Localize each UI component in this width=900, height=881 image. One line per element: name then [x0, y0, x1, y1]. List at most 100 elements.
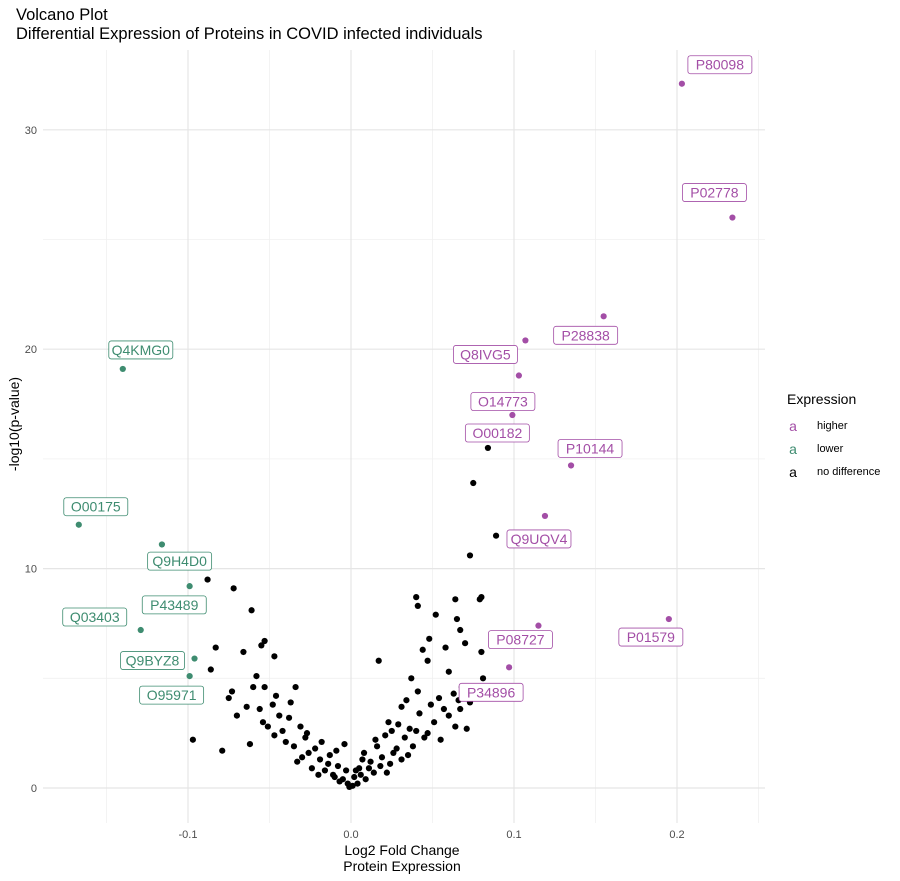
data-point [445, 712, 452, 719]
data-point [424, 657, 431, 664]
data-point [406, 725, 413, 732]
data-point [285, 714, 293, 721]
data-point [375, 657, 382, 664]
point-label-box [557, 439, 623, 458]
point-label-box [464, 423, 530, 443]
data-point [414, 688, 421, 695]
data-point [729, 214, 736, 221]
data-point [435, 694, 443, 702]
point-label-box [488, 630, 553, 650]
point-label-box [120, 651, 185, 670]
chart-subtitle: Differential Expression of Proteins in C… [16, 25, 483, 43]
point-label-box [687, 55, 753, 75]
data-point [479, 675, 487, 682]
data-point [401, 734, 408, 741]
data-point [272, 692, 280, 699]
point-label: P10144 [566, 440, 614, 456]
legend-label-higher: higher [817, 420, 848, 432]
data-point [600, 313, 607, 320]
data-point [416, 710, 423, 717]
point-label: Q9BYZ8 [126, 653, 180, 669]
point-label: P01579 [627, 629, 675, 645]
y-axis-ticks: 0 10 20 30 [25, 125, 37, 795]
data-point [279, 727, 286, 735]
data-point [318, 738, 325, 746]
point-label: Q03403 [70, 609, 120, 625]
data-point [261, 637, 268, 645]
data-point [440, 705, 448, 713]
data-point [387, 760, 394, 767]
data-point [225, 694, 232, 702]
y-axis-title: -log10(p-value) [6, 377, 22, 471]
point-label-box [108, 340, 174, 360]
data-point [333, 747, 340, 754]
data-point [325, 760, 332, 767]
point-label-box [147, 551, 213, 571]
point-label: Q4KMG0 [112, 342, 171, 358]
data-point [334, 762, 342, 770]
data-point [158, 541, 166, 548]
data-point [290, 743, 298, 750]
data-point [506, 664, 513, 671]
point-label: O14773 [478, 394, 528, 410]
data-point [248, 607, 255, 614]
data-point [256, 705, 263, 713]
data-point [470, 479, 477, 487]
data-point [365, 765, 373, 772]
data-point [678, 80, 685, 87]
point-label: O00175 [71, 499, 121, 515]
data-point [398, 703, 405, 710]
data-point [343, 767, 350, 774]
data-point [377, 762, 384, 770]
data-point [453, 615, 461, 623]
data-point [421, 734, 428, 741]
x-tick-label: 0.1 [506, 829, 521, 841]
data-point [261, 683, 268, 691]
data-point [665, 615, 672, 623]
data-point [426, 635, 433, 642]
data-point [315, 771, 322, 778]
x-axis-title: Log2 Fold Change [344, 842, 459, 858]
point-label-box [62, 607, 128, 627]
point-label: O00182 [472, 425, 522, 441]
data-point [393, 745, 400, 752]
data-point [442, 644, 449, 651]
data-point [271, 653, 278, 660]
data-point [240, 648, 247, 656]
legend-key-higher: a [789, 418, 797, 434]
data-point [378, 754, 386, 761]
data-point [403, 697, 410, 704]
data-point [186, 673, 193, 680]
data-point [476, 596, 483, 603]
point-label-box [682, 183, 747, 202]
legend-key-lower: a [789, 441, 797, 457]
data-point [228, 688, 236, 695]
point-label: P43489 [150, 597, 198, 613]
data-point [437, 736, 444, 743]
data-point [230, 585, 237, 592]
data-point [341, 741, 348, 748]
data-point [259, 719, 267, 726]
data-point [398, 756, 405, 763]
data-point [204, 576, 211, 583]
data-point [212, 644, 219, 651]
data-point [452, 723, 459, 730]
data-point [246, 741, 254, 748]
x-axis-subtitle: Protein Expression [343, 858, 461, 874]
y-tick-label: 0 [31, 783, 37, 795]
point-label-box [458, 682, 524, 702]
data-point [258, 642, 265, 649]
data-point [383, 769, 390, 776]
data-point [372, 736, 379, 743]
x-tick-label: -0.1 [179, 829, 198, 841]
data-point [271, 732, 278, 739]
chart-title: Volcano Plot [16, 6, 108, 24]
data-point [269, 701, 276, 708]
data-point [250, 683, 257, 691]
data-point [419, 646, 426, 653]
data-point [395, 721, 402, 728]
significant-points [75, 80, 736, 680]
data-point [373, 743, 381, 750]
data-point [404, 751, 412, 759]
data-point [308, 765, 315, 772]
